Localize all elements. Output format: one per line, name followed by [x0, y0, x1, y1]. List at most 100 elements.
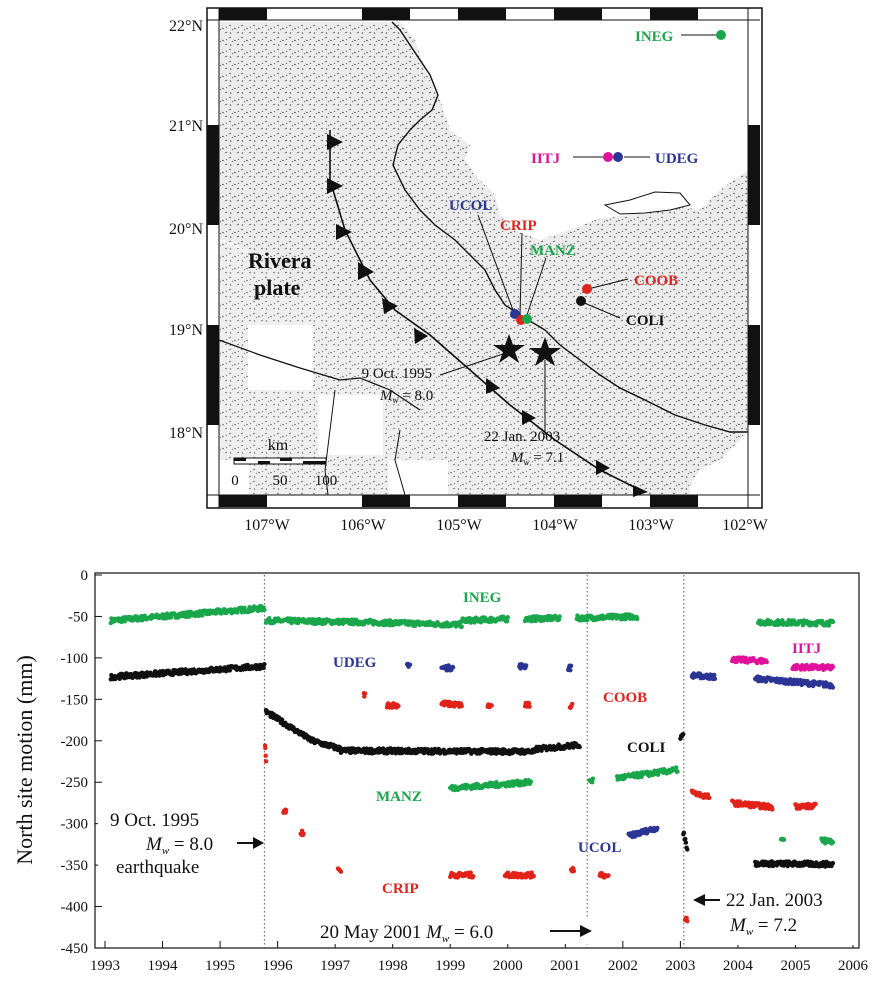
data-point-coob	[489, 703, 494, 708]
series-label-ucol: UCOL	[578, 840, 621, 856]
station-label: COLI	[626, 313, 665, 329]
x-tick-label: 2006	[838, 958, 869, 974]
subduction-tooth	[327, 134, 343, 150]
lat-label: 20°N	[169, 221, 203, 238]
subduction-tooth	[336, 224, 352, 240]
blank-patch	[248, 325, 313, 390]
data-point-coli	[681, 732, 686, 737]
x-tick-label: 2005	[780, 958, 810, 974]
data-point-crip	[770, 807, 775, 812]
station-label: UDEG	[655, 151, 699, 167]
x-tick-label: 1994	[148, 958, 179, 974]
data-point-crip	[531, 873, 536, 879]
data-point-manz	[781, 837, 787, 842]
data-points	[108, 604, 836, 924]
scale-tick: 50	[273, 473, 288, 489]
time-series-chart: North site motion (mm) 1993 1994 1995 1996 1…	[12, 568, 869, 974]
x-tick-label: 1998	[378, 958, 408, 974]
lon-label: 107°W	[244, 517, 290, 534]
data-point-ineg	[830, 619, 836, 625]
data-point-coli	[685, 847, 690, 852]
lon-labels: 107°W 106°W 105°W 104°W 103°W 102°W	[244, 517, 768, 534]
data-point-udeg	[524, 663, 529, 668]
station-label: COOB	[634, 273, 678, 289]
data-point-coli	[117, 676, 122, 681]
data-point-ineg	[459, 624, 464, 629]
data-point-crip	[705, 792, 711, 797]
lat-label: 19°N	[169, 322, 203, 339]
scale-tick: 0	[231, 473, 239, 489]
eq-magnitude: Mw = 7.1	[510, 450, 564, 467]
epicenter-star-icon	[493, 334, 525, 363]
data-point-ineg	[780, 618, 785, 623]
data-point-crip	[301, 831, 306, 836]
lon-label: 106°W	[340, 517, 386, 534]
series-label-coli: COLI	[627, 740, 666, 756]
y-tick-label: -450	[61, 941, 89, 957]
data-point-ineg	[584, 618, 590, 623]
arrow-left-icon	[693, 894, 705, 906]
data-point-crip	[606, 873, 611, 878]
map-border-ticks	[207, 8, 760, 508]
event-date: 22 Jan. 2003	[726, 890, 823, 911]
event-annotation-1995: 9 Oct. 1995 Mw = 8.0 earthquake	[98, 808, 264, 880]
station-marker-coob	[582, 284, 592, 294]
data-point-crip	[338, 869, 344, 874]
series-label-udeg: UDEG	[333, 655, 377, 671]
data-point-ineg	[635, 616, 640, 622]
data-point-coli	[170, 672, 175, 678]
subduction-tooth	[633, 485, 648, 497]
event-magnitude: Mw = 7.2	[729, 915, 797, 938]
data-point-coli	[262, 662, 267, 667]
station-label: INEG	[635, 29, 674, 45]
data-point-manz	[656, 772, 661, 777]
data-point-ineg	[242, 605, 247, 610]
lon-label: 104°W	[532, 517, 578, 534]
blank-patch	[318, 395, 383, 455]
data-point-coli	[261, 665, 266, 671]
x-tick-label: 1999	[435, 958, 465, 974]
x-tick-label: 1997	[320, 958, 351, 974]
data-point-manz	[528, 779, 533, 784]
subduction-tooth	[486, 378, 500, 394]
data-point-coli	[227, 668, 232, 673]
data-point-udeg	[407, 662, 413, 667]
x-tick-label: 1993	[90, 958, 120, 974]
event-caption: earthquake	[116, 857, 199, 878]
lon-label: 103°W	[628, 517, 674, 534]
y-tick-label: -50	[68, 609, 88, 625]
data-point-iitj	[830, 664, 836, 670]
data-point-coob	[362, 691, 368, 696]
earthquake-2003: 22 Jan. 2003 Mw = 7.1	[484, 337, 564, 467]
station-marker-manz	[522, 314, 532, 324]
lat-label: 21°N	[169, 118, 203, 135]
data-point-crip	[685, 919, 690, 924]
y-tick-label: -200	[61, 734, 89, 750]
y-tick-label: -400	[61, 900, 89, 916]
data-point-coob	[526, 701, 532, 706]
data-point-crip	[263, 745, 268, 751]
data-point-coob	[396, 703, 401, 709]
eq-date: 9 Oct. 1995	[362, 366, 432, 382]
event-annotation-2003: 22 Jan. 2003 Mw = 7.2	[693, 885, 856, 945]
data-point-crip	[471, 874, 476, 879]
data-point-ineg	[529, 619, 534, 624]
map-panel: 22°N 21°N 20°N 19°N 18°N 107°W 106°W 105…	[169, 7, 769, 534]
x-tick-label: 2003	[665, 958, 695, 974]
fault-line	[394, 429, 406, 496]
eq-magnitude: Mw = 8.0	[379, 388, 433, 405]
data-point-manz	[590, 780, 595, 785]
station-marker-udeg	[613, 152, 623, 162]
stations: INEG IITJ UDEG UCOL CRIP MANZ COOB COLI	[449, 29, 726, 329]
event-date: 9 Oct. 1995	[110, 810, 199, 831]
data-point-crip	[263, 753, 268, 758]
y-tick-label: -100	[61, 651, 89, 667]
data-point-coli	[279, 717, 285, 722]
y-tick-label: -150	[61, 692, 89, 708]
data-point-crip	[813, 801, 818, 807]
data-point-udeg	[568, 663, 574, 668]
subduction-tooth	[382, 298, 398, 314]
earthquake-1995: 9 Oct. 1995 Mw = 8.0	[362, 334, 525, 405]
data-point-ineg	[505, 615, 510, 620]
